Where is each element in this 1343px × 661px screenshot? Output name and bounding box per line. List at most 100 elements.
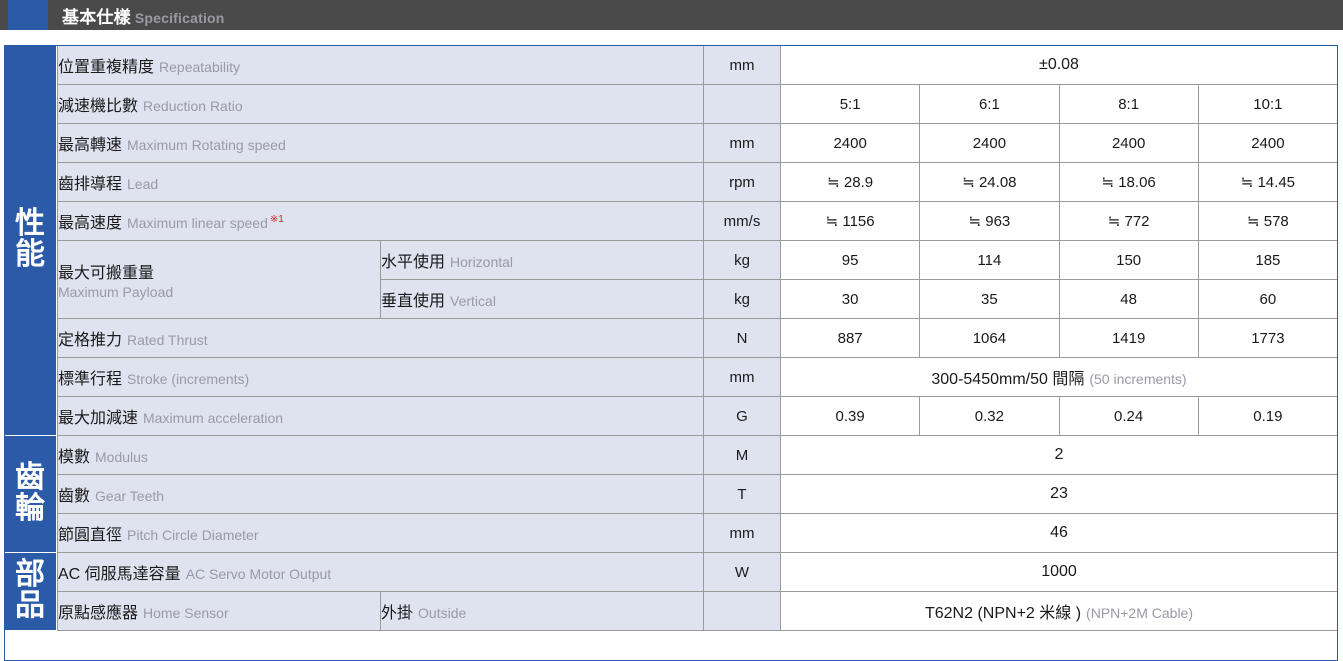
row-label-zh: 齒數 (58, 488, 91, 505)
value-cell: 30 (779, 279, 921, 319)
row-label-en: Maximum acceleration (143, 410, 284, 426)
row-label-zh: 位置重複精度 (58, 59, 155, 76)
unit-cell: kg (703, 279, 781, 319)
value-cell: 23 (780, 474, 1338, 514)
row-label-en: Maximum linear speed (127, 215, 268, 231)
row-label-zh: 最大可搬重量 (58, 265, 155, 282)
row-label-zh: 定格推力 (58, 332, 123, 349)
unit-cell: mm (703, 45, 781, 85)
table-row: 最大可搬重量 Maximum Payload 水平使用 Horizontal kg 95 1… (57, 240, 1339, 319)
header-bar: 基本仕樣 Specification (0, 0, 1343, 30)
table-row: 最大加減速 Maximum acceleration G 0.39 0.32 0.24 0.… (57, 396, 1339, 436)
value-cell: ≒ 18.06 (1058, 162, 1199, 202)
value-cell: ≒ 28.9 (779, 162, 921, 202)
unit-cell: mm (703, 123, 781, 163)
value-text: 300-5450mm/50 間隔 (931, 371, 1085, 388)
row-label: 原點感應器 Home Sensor (57, 591, 381, 631)
row-label-en: Reduction Ratio (143, 98, 243, 114)
row-label: 最大可搬重量 Maximum Payload (57, 240, 381, 319)
row-label-en: Modulus (95, 449, 148, 465)
row-label-zh: 標準行程 (58, 371, 123, 388)
page-title: 基本仕樣 Specification (62, 3, 225, 28)
value-subtext: (NPN+2M Cable) (1086, 605, 1194, 621)
table-row: 最高速度 Maximum linear speed ※1 mm/s ≒ 1156 ≒ 96… (57, 201, 1339, 241)
value-cell: 60 (1197, 279, 1339, 319)
table-row: 垂直使用 Vertical kg 30 35 48 60 (58, 279, 1339, 319)
value-cell: 6:1 (919, 84, 1060, 124)
value-cell: 150 (1058, 240, 1199, 280)
header-accent-swatch (8, 0, 48, 30)
unit-cell (703, 84, 781, 124)
value-cell: 2400 (1058, 123, 1199, 163)
unit-cell: M (703, 435, 781, 475)
row-label-zh: 減速機比數 (58, 98, 139, 115)
table-row: 齒數 Gear Teeth T 23 (57, 474, 1338, 514)
row-label-en: Home Sensor (143, 605, 229, 621)
value-cell: ±0.08 (780, 45, 1338, 85)
value-cell: ≒ 24.08 (919, 162, 1060, 202)
table-row: 標準行程 Stroke (increments) mm 300-5450mm/50 間… (57, 357, 1338, 397)
value-cell: ≒ 1156 (779, 201, 921, 241)
row-sublabel: 外掛 Outside (380, 591, 704, 631)
table-row: 減速機比數 Reduction Ratio 5:1 6:1 8:1 10:1 (57, 84, 1339, 124)
value-cell: 0.24 (1058, 396, 1199, 436)
table-row: AC 伺服馬達容量 AC Servo Motor Output W 1000 (57, 552, 1338, 592)
value-text: 23 (1050, 485, 1068, 502)
unit-cell: mm/s (703, 201, 781, 241)
row-label-en: Maximum Payload (58, 284, 174, 300)
unit-cell (703, 591, 781, 631)
unit-cell: N (703, 318, 781, 358)
spec-table-body: 位置重複精度 Repeatability mm ±0.08 減速機比數 Reduction… (57, 45, 1339, 631)
value-cell: 114 (919, 240, 1060, 280)
row-sublabel-zh: 水平使用 (381, 254, 446, 271)
sidebar-section-label: 齒輪 (15, 460, 45, 525)
value-cell: 10:1 (1197, 84, 1339, 124)
value-cell: 2 (780, 435, 1338, 475)
row-label-zh: 節圓直徑 (58, 527, 123, 544)
row-label-zh: 最大加減速 (58, 410, 139, 427)
value-cell: 2400 (779, 123, 921, 163)
value-text: 2 (1054, 446, 1064, 463)
value-cell: 0.19 (1197, 396, 1339, 436)
value-text: 1000 (1041, 563, 1077, 580)
value-cell: 1064 (919, 318, 1060, 358)
table-row: 最高轉速 Maximum Rotating speed mm 2400 2400 2400… (57, 123, 1339, 163)
row-label: 位置重複精度 Repeatability (57, 45, 704, 85)
row-label: 最高轉速 Maximum Rotating speed (57, 123, 704, 163)
unit-cell: W (703, 552, 781, 592)
row-sublabel-zh: 垂直使用 (381, 293, 446, 310)
row-sublabel-en: Outside (418, 605, 467, 621)
row-sublabel: 水平使用 Horizontal (380, 240, 704, 280)
sidebar-section-2: 部品 (4, 552, 56, 631)
row-label-en: Stroke (increments) (127, 371, 250, 387)
sidebar-section-label: 部品 (15, 558, 45, 622)
row-label: 最高速度 Maximum linear speed ※1 (57, 201, 704, 241)
row-label: 齒排導程 Lead (57, 162, 704, 202)
value-cell: ≒ 963 (919, 201, 1060, 241)
value-cell: 8:1 (1058, 84, 1199, 124)
row-label-en: Maximum Rotating speed (127, 137, 286, 153)
row-label: 最大加減速 Maximum acceleration (57, 396, 704, 436)
value-cell: 1000 (780, 552, 1338, 592)
row-label-en: Lead (127, 176, 159, 192)
value-cell: 887 (779, 318, 921, 358)
table-row: 模數 Modulus M 2 (57, 435, 1338, 475)
value-cell: 95 (779, 240, 921, 280)
row-label-zh: 最高轉速 (58, 137, 123, 154)
row-label: 標準行程 Stroke (increments) (57, 357, 704, 397)
value-cell: 185 (1197, 240, 1339, 280)
category-sidebar: 性能 齒輪 部品 (4, 45, 56, 661)
row-label-zh: 原點感應器 (58, 605, 139, 622)
spec-table-wrap: 性能 齒輪 部品 位置重複精度 Repeatability mm ±0.08 減速機比數 Re… (0, 45, 1343, 661)
unit-cell: G (703, 396, 781, 436)
row-label-note: ※1 (269, 214, 284, 225)
value-cell: 0.32 (919, 396, 1060, 436)
value-cell: 35 (919, 279, 1060, 319)
row-label: 模數 Modulus (57, 435, 704, 475)
value-cell: 46 (780, 513, 1338, 553)
row-label: 節圓直徑 Pitch Circle Diameter (57, 513, 704, 553)
row-label-en: Rated Thrust (127, 332, 208, 348)
row-label: 齒數 Gear Teeth (57, 474, 704, 514)
unit-cell: rpm (703, 162, 781, 202)
value-subtext: (50 increments) (1089, 371, 1187, 387)
